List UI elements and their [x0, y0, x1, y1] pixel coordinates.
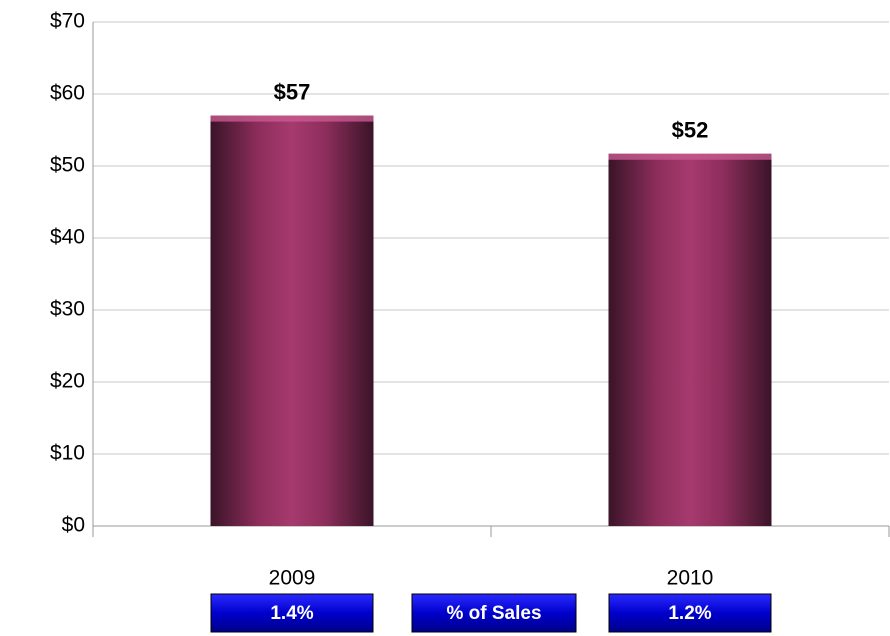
x-tick-label: 2009 — [269, 567, 316, 590]
value-label: $52 — [672, 118, 709, 143]
y-tick-label: $0 — [62, 514, 85, 537]
percent-box — [210, 593, 374, 633]
bar — [210, 115, 374, 526]
y-tick-label: $20 — [50, 370, 85, 393]
y-tick-label: $40 — [50, 226, 85, 249]
bar-cap — [210, 115, 374, 122]
bar-cap — [608, 153, 772, 160]
y-tick-label: $70 — [50, 10, 85, 33]
bar — [608, 153, 772, 526]
x-tick-label: 2010 — [667, 567, 714, 590]
percent-label: 1.4% — [270, 603, 313, 624]
y-tick-label: $60 — [50, 82, 85, 105]
y-tick-label: $30 — [50, 298, 85, 321]
y-tick-label: $50 — [50, 154, 85, 177]
percent-box — [608, 593, 772, 633]
label-box — [411, 593, 577, 633]
percent-label: 1.2% — [668, 603, 711, 624]
y-tick-label: $10 — [50, 442, 85, 465]
box-label: % of Sales — [446, 603, 541, 624]
value-label: $57 — [274, 79, 311, 104]
